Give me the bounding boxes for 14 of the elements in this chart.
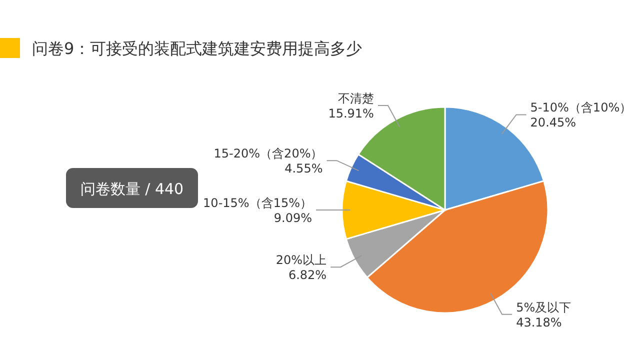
data-label: 15.91% — [328, 106, 374, 121]
slice-label: 15-20%（含20%） — [214, 146, 323, 161]
slice-label: 不清楚 — [338, 92, 374, 106]
data-label: 4.55% — [284, 162, 323, 176]
data-label: 43.18% — [516, 315, 562, 330]
chart-title: 问卷9：可接受的装配式建筑建安费用提高多少 — [32, 39, 362, 58]
slice-label: 5%及以下 — [516, 300, 572, 314]
slice-label: 20%以上 — [276, 253, 327, 268]
data-label: 20.45% — [530, 116, 576, 130]
slice-label: 10-15%（含15%） — [203, 196, 312, 210]
text: 问卷数量 / 440 — [80, 180, 184, 198]
data-label: 9.09% — [274, 211, 312, 226]
slice-label: 5-10%（含10%） — [530, 100, 632, 115]
data-label: 6.82% — [288, 268, 327, 282]
